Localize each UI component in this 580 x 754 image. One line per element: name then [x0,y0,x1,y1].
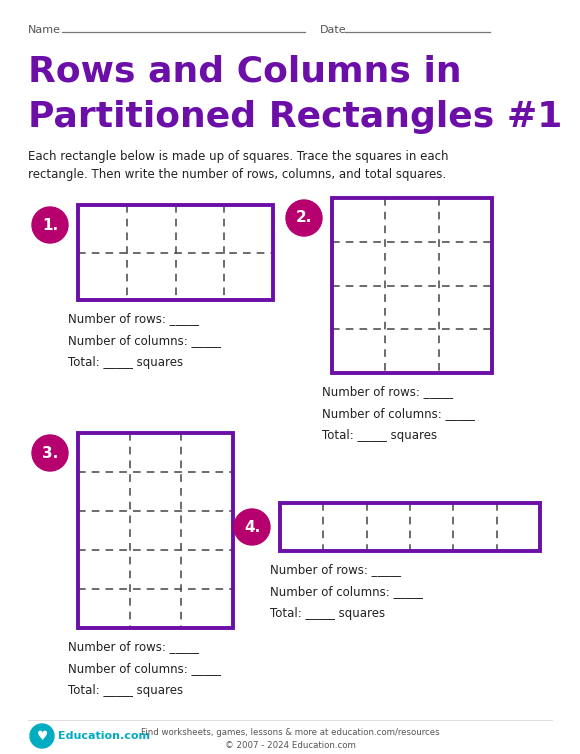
Text: Number of rows: _____: Number of rows: _____ [68,640,199,653]
Text: ♥: ♥ [37,730,48,743]
Bar [280,503,540,551]
Circle shape [32,207,68,243]
Text: Total: _____ squares: Total: _____ squares [270,607,385,620]
Bar [78,433,233,628]
Text: Total: _____ squares: Total: _____ squares [68,684,183,697]
Text: Date: Date [320,25,347,35]
Text: Education.com: Education.com [58,731,150,741]
Text: Number of rows: _____: Number of rows: _____ [270,563,401,576]
Text: Total: _____ squares: Total: _____ squares [68,356,183,369]
Text: Number of columns: _____: Number of columns: _____ [270,585,423,598]
Text: Name: Name [28,25,61,35]
Text: Total: _____ squares: Total: _____ squares [322,429,437,442]
Circle shape [30,724,54,748]
Text: 2.: 2. [296,210,312,225]
Circle shape [32,435,68,471]
Text: Find worksheets, games, lessons & more at education.com/resources: Find worksheets, games, lessons & more a… [141,728,439,737]
Text: Number of columns: _____: Number of columns: _____ [322,407,475,420]
Text: Partitioned Rectangles #1: Partitioned Rectangles #1 [28,100,563,134]
Bar [78,205,273,300]
Text: Number of columns: _____: Number of columns: _____ [68,662,221,675]
Text: Rows and Columns in: Rows and Columns in [28,55,462,89]
Text: Number of columns: _____: Number of columns: _____ [68,334,221,347]
Text: © 2007 - 2024 Education.com: © 2007 - 2024 Education.com [224,741,356,750]
Circle shape [286,200,322,236]
Text: Each rectangle below is made up of squares. Trace the squares in each
rectangle.: Each rectangle below is made up of squar… [28,150,448,181]
Text: Number of rows: _____: Number of rows: _____ [68,312,199,325]
Circle shape [234,509,270,545]
Bar [332,198,492,373]
Text: 3.: 3. [42,446,58,461]
Text: 4.: 4. [244,520,260,535]
Text: 1.: 1. [42,217,58,232]
Text: Number of rows: _____: Number of rows: _____ [322,385,453,398]
